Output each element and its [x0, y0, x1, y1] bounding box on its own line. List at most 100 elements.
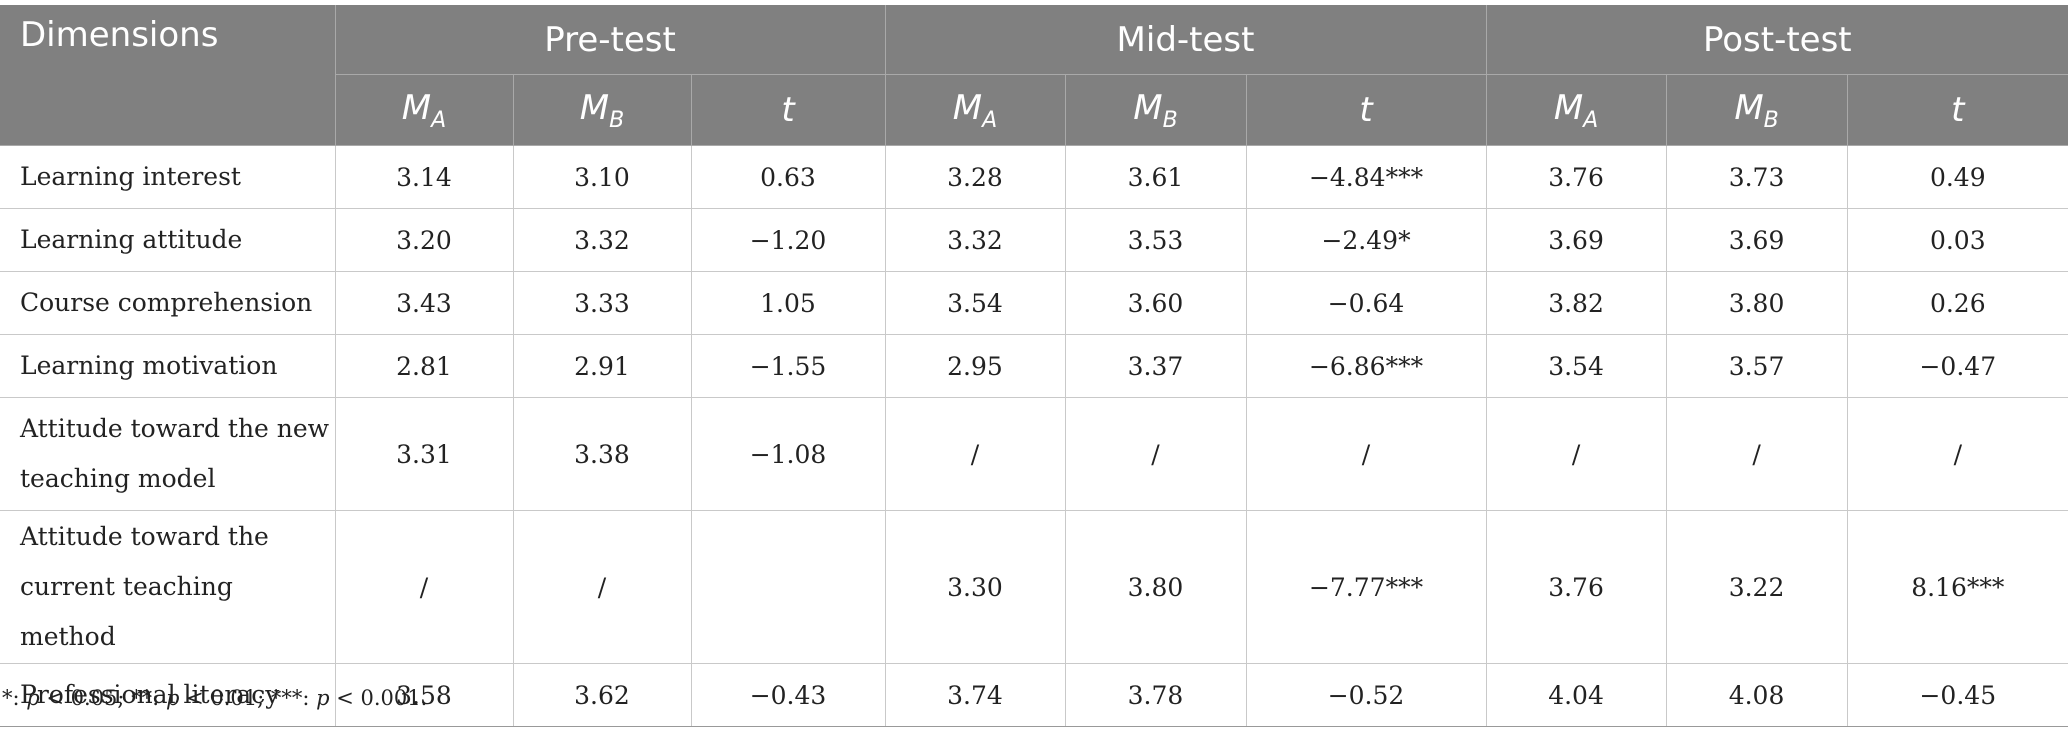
value-cell: 2.81 — [335, 334, 514, 398]
dimensions-header: Dimensions — [0, 5, 336, 146]
value-cell: 3.32 — [513, 208, 692, 272]
value-cell: 3.76 — [1486, 510, 1667, 664]
value-cell: 3.54 — [1486, 334, 1667, 398]
table-header: Dimensions Pre-test Mid-test Post-test M… — [0, 5, 2068, 146]
value-cell — [691, 510, 886, 664]
footnote-part: p — [165, 686, 180, 710]
value-cell: −0.52 — [1246, 663, 1487, 727]
value-cell: 3.62 — [513, 663, 692, 727]
table-body: Learning interest 3.14 3.10 0.63 3.28 3.61 −4.… — [0, 145, 2068, 727]
value-cell: / — [335, 510, 514, 664]
value-cell: 0.49 — [1847, 145, 2068, 209]
value-cell: 3.53 — [1065, 208, 1247, 272]
value-cell: 8.16*** — [1847, 510, 2068, 664]
value-cell: 1.05 — [691, 271, 886, 335]
value-cell: 0.63 — [691, 145, 886, 209]
footnote-part: < 0.001. — [329, 686, 428, 710]
value-cell: / — [513, 510, 692, 664]
footnote-part: < 0.01; ***: — [179, 686, 317, 710]
pre-ma-header: MA — [335, 74, 514, 146]
value-cell: −2.49* — [1246, 208, 1487, 272]
mid-t-header: t — [1246, 74, 1487, 146]
value-cell: 3.20 — [335, 208, 514, 272]
value-cell: 3.69 — [1486, 208, 1667, 272]
value-cell: 3.82 — [1486, 271, 1667, 335]
dimension-cell: Learning attitude — [0, 208, 336, 272]
value-cell: 3.61 — [1065, 145, 1247, 209]
value-cell: 3.54 — [885, 271, 1066, 335]
footnote-part: *: — [2, 686, 27, 710]
value-cell: −0.43 — [691, 663, 886, 727]
table-row: Course comprehension 3.43 3.33 1.05 3.54 3.60… — [0, 271, 2068, 335]
value-cell: / — [1065, 397, 1247, 511]
post-ma-header: MA — [1486, 74, 1667, 146]
value-cell: −6.86*** — [1246, 334, 1487, 398]
value-cell: / — [885, 397, 1066, 511]
dimension-cell: Learning interest — [0, 145, 336, 209]
table-row: Attitude toward the current teaching met… — [0, 510, 2068, 664]
value-cell: 3.33 — [513, 271, 692, 335]
significance-footnote: *: p < 0.05; **: p < 0.01; ***: p < 0.00… — [2, 686, 427, 710]
value-cell: 3.80 — [1065, 510, 1247, 664]
value-cell: 3.28 — [885, 145, 1066, 209]
value-cell: 3.30 — [885, 510, 1066, 664]
table-row: Attitude toward the new teaching model 3.… — [0, 397, 2068, 511]
value-cell: 3.38 — [513, 397, 692, 511]
value-cell: 3.78 — [1065, 663, 1247, 727]
value-cell: −1.55 — [691, 334, 886, 398]
value-cell: 3.57 — [1666, 334, 1848, 398]
pre-t-header: t — [691, 74, 886, 146]
dimension-cell: Attitude toward the new teaching model — [0, 397, 336, 511]
pre-mb-header: MB — [513, 74, 692, 146]
value-cell: 3.74 — [885, 663, 1066, 727]
footnote-part: < 0.05; **: — [39, 686, 166, 710]
value-cell: 0.03 — [1847, 208, 2068, 272]
value-cell: / — [1486, 397, 1667, 511]
mid-mb-header: MB — [1065, 74, 1247, 146]
value-cell: / — [1847, 397, 2068, 511]
value-cell: −1.20 — [691, 208, 886, 272]
footnote-part: p — [316, 686, 330, 710]
value-cell: / — [1246, 397, 1487, 511]
value-cell: −0.47 — [1847, 334, 2068, 398]
group-header-post-test: Post-test — [1486, 5, 2068, 75]
value-cell: 2.95 — [885, 334, 1066, 398]
value-cell: / — [1666, 397, 1848, 511]
table-row: Learning interest 3.14 3.10 0.63 3.28 3.61 −4.… — [0, 145, 2068, 209]
dimension-cell: Attitude toward the current teaching met… — [0, 510, 336, 664]
value-cell: 3.43 — [335, 271, 514, 335]
value-cell: 3.37 — [1065, 334, 1247, 398]
results-table-container: Dimensions Pre-test Mid-test Post-test M… — [0, 5, 2068, 727]
value-cell: −0.64 — [1246, 271, 1487, 335]
value-cell: 3.14 — [335, 145, 514, 209]
value-cell: 3.10 — [513, 145, 692, 209]
group-header-mid-test: Mid-test — [885, 5, 1487, 75]
value-cell: 4.08 — [1666, 663, 1848, 727]
value-cell: −4.84*** — [1246, 145, 1487, 209]
table-row: Professional literacy 3.58 3.62 −0.43 3.74 3.… — [0, 663, 2068, 727]
value-cell: 3.76 — [1486, 145, 1667, 209]
value-cell: 2.91 — [513, 334, 692, 398]
value-cell: 4.04 — [1486, 663, 1667, 727]
results-table: Dimensions Pre-test Mid-test Post-test M… — [0, 5, 2068, 727]
footnote-part: p — [26, 686, 40, 710]
post-t-header: t — [1847, 74, 2068, 146]
value-cell: 3.69 — [1666, 208, 1848, 272]
table-row: Learning attitude 3.20 3.32 −1.20 3.32 3.53 −2… — [0, 208, 2068, 272]
group-header-pre-test: Pre-test — [335, 5, 886, 75]
value-cell: 3.80 — [1666, 271, 1848, 335]
value-cell: 3.60 — [1065, 271, 1247, 335]
post-mb-header: MB — [1666, 74, 1848, 146]
value-cell: 3.73 — [1666, 145, 1848, 209]
dimension-cell: Course comprehension — [0, 271, 336, 335]
dimension-cell: Professional literacy — [0, 663, 336, 727]
mid-ma-header: MA — [885, 74, 1066, 146]
value-cell: −0.45 — [1847, 663, 2068, 727]
value-cell: 3.31 — [335, 397, 514, 511]
dimension-cell: Learning motivation — [0, 334, 336, 398]
value-cell: 0.26 — [1847, 271, 2068, 335]
table-row: Learning motivation 2.81 2.91 −1.55 2.95 3.37… — [0, 334, 2068, 398]
value-cell: −7.77*** — [1246, 510, 1487, 664]
value-cell: 3.58 — [335, 663, 514, 727]
value-cell: −1.08 — [691, 397, 886, 511]
